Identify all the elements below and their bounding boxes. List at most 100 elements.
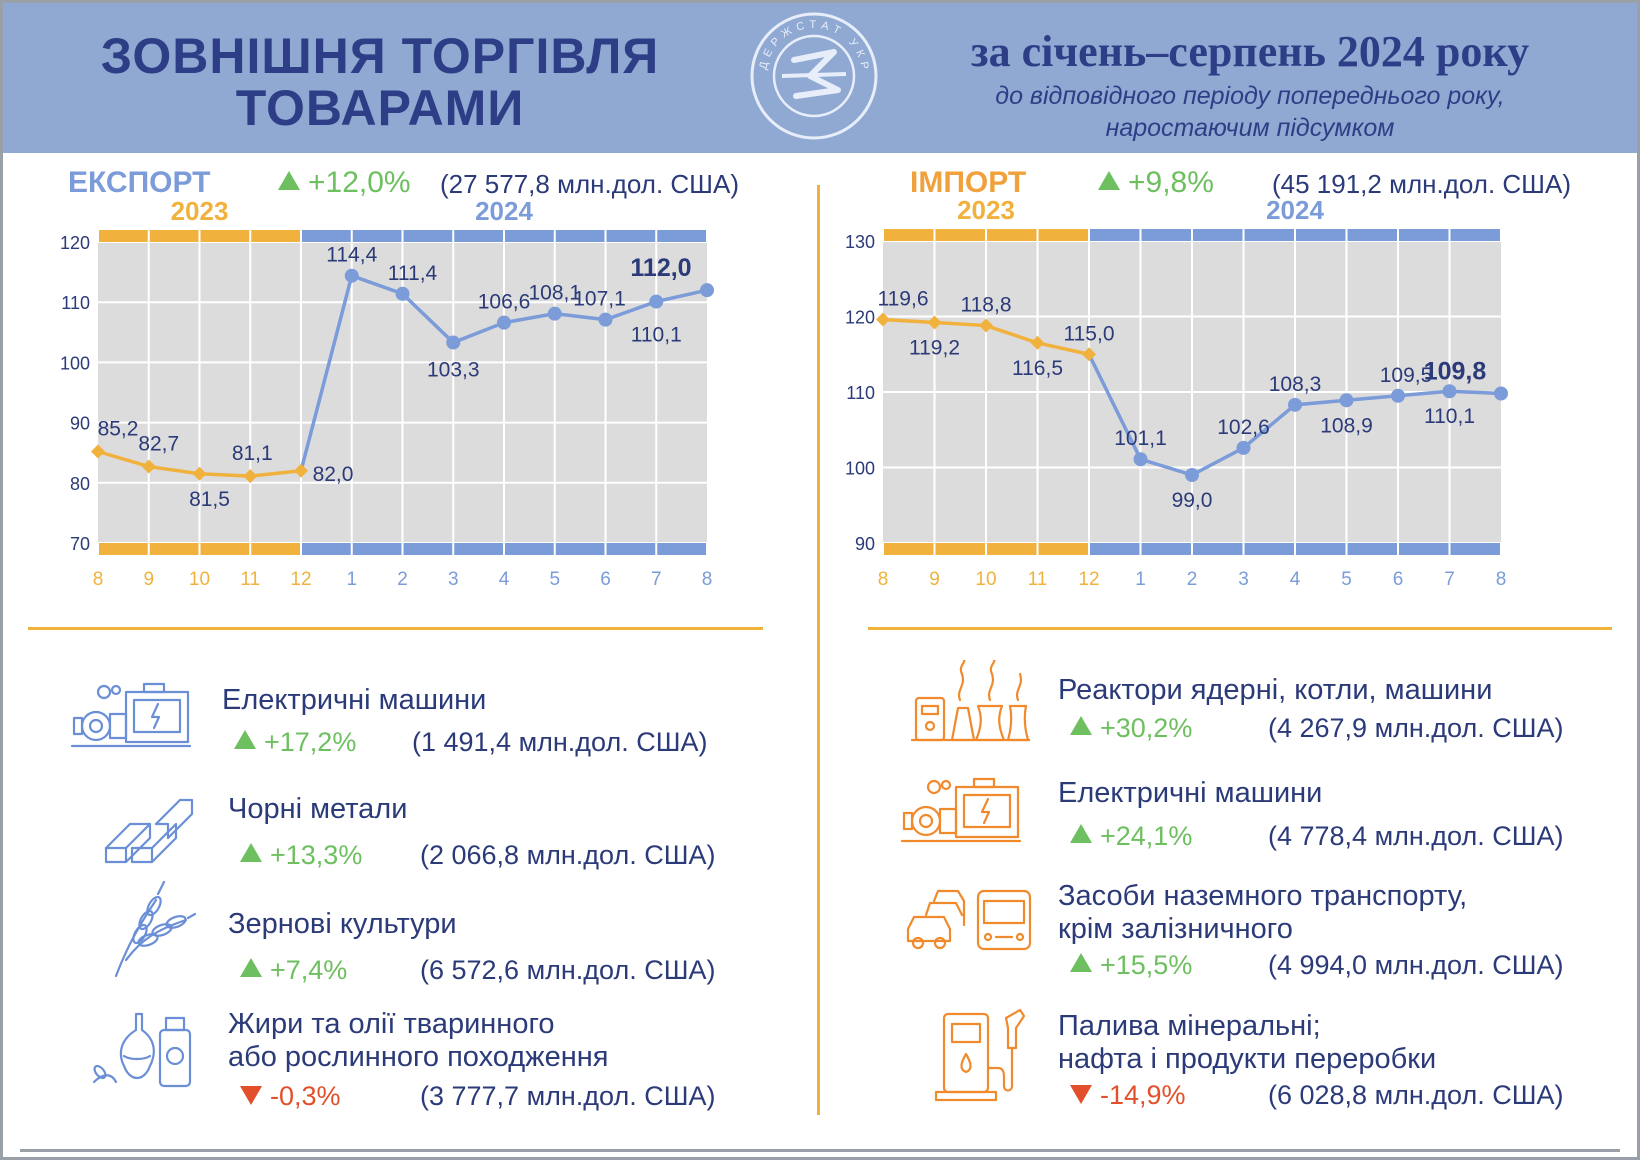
data-label: 107,1	[573, 288, 626, 311]
item-change: +24,1%	[1070, 821, 1192, 852]
item-change: -14,9%	[1070, 1080, 1186, 1111]
export-divider	[28, 627, 763, 630]
triangle-up-icon	[240, 843, 262, 862]
item-name: Чорні метали	[228, 793, 407, 826]
electric-machine-icon	[70, 680, 194, 755]
x-tick-label: 8	[702, 569, 713, 590]
import-change-value: +9,8%	[1128, 166, 1214, 199]
month-band-top	[1141, 229, 1191, 241]
data-point	[294, 463, 308, 478]
year-label-2023: 2023	[171, 196, 229, 226]
import-change: +9,8%	[1098, 166, 1214, 200]
month-band-top	[1347, 229, 1397, 241]
month-band-bottom	[935, 543, 985, 555]
data-point	[1494, 386, 1508, 401]
data-label: 108,1	[528, 282, 581, 305]
year-label-2024: 2024	[1266, 195, 1324, 225]
x-tick-label: 8	[1496, 569, 1507, 590]
year-label-2023: 2023	[957, 195, 1015, 225]
item-name-line-2: крім залізничного	[1058, 913, 1293, 945]
cars-bus-icon	[904, 885, 1034, 960]
data-point	[141, 459, 156, 474]
x-tick-label: 9	[143, 569, 154, 590]
x-tick-label: 6	[1393, 569, 1404, 590]
item-name-line-1: Зернові культури	[228, 908, 457, 940]
data-point	[395, 286, 410, 301]
data-label: 99,0	[1172, 489, 1213, 512]
item-change: -0,3%	[240, 1081, 341, 1112]
month-band-bottom	[1347, 543, 1397, 555]
data-point	[1030, 335, 1045, 350]
month-band-bottom	[1193, 543, 1243, 555]
data-point	[1185, 468, 1199, 483]
year-label-2024: 2024	[475, 196, 533, 226]
item-name-line-2: нафта і продукти переробки	[1058, 1043, 1437, 1075]
electric-machine-icon	[900, 775, 1024, 850]
month-band-bottom	[884, 543, 934, 555]
x-tick-label: 6	[600, 569, 611, 590]
data-label: 109,5	[1380, 364, 1433, 387]
x-tick-label: 2	[397, 569, 408, 590]
data-label: 115,0	[1064, 322, 1115, 345]
item-value: (4 778,4 млн.дол. США)	[1268, 821, 1564, 851]
month-band-bottom	[302, 543, 351, 555]
item-value: (6 572,6 млн.дол. США)	[420, 955, 716, 985]
y-tick-label: 120	[845, 308, 875, 328]
y-tick-label: 130	[845, 232, 875, 252]
month-band-bottom	[505, 543, 554, 555]
title-line-2: ТОВАРАМИ	[235, 80, 525, 136]
month-band-top	[403, 230, 453, 242]
data-point	[1391, 388, 1405, 403]
month-band-bottom	[1399, 543, 1449, 555]
data-label: 102,6	[1217, 416, 1270, 439]
month-band-bottom	[1296, 543, 1346, 555]
month-band-bottom	[1038, 543, 1088, 555]
data-label: 116,5	[1012, 357, 1063, 380]
month-band-top	[1193, 229, 1243, 241]
month-band-bottom	[1450, 543, 1500, 555]
data-point	[243, 469, 258, 484]
month-band-top	[1038, 229, 1088, 241]
month-band-top	[1296, 229, 1346, 241]
period-subtitle: до відповідного періоду попереднього рок…	[900, 80, 1600, 144]
x-tick-label: 11	[240, 569, 260, 590]
month-band-bottom	[454, 543, 503, 555]
month-band-top	[884, 229, 934, 241]
x-tick-label: 1	[1135, 569, 1146, 590]
item-name-line-1: Жири та олії тваринного	[228, 1008, 555, 1040]
item-value: (1 491,4 млн.дол. США)	[412, 727, 708, 757]
item-name-line-2: або рослинного походження	[228, 1041, 609, 1073]
data-label: 81,1	[232, 442, 273, 465]
data-point	[1133, 452, 1148, 467]
month-band-bottom	[251, 543, 300, 555]
y-tick-label: 120	[60, 233, 90, 253]
data-label: 118,8	[961, 294, 1012, 317]
y-tick-label: 100	[845, 459, 875, 479]
data-label: 109,8	[1424, 358, 1487, 386]
month-band-top	[935, 229, 985, 241]
reactor-plant-icon	[910, 658, 1032, 749]
data-label: 110,1	[631, 324, 682, 347]
y-tick-label: 80	[70, 474, 90, 494]
data-label: 111,4	[388, 262, 438, 285]
item-change-value: +17,2%	[264, 727, 357, 757]
x-tick-label: 4	[1290, 569, 1301, 590]
item-name: Засоби наземного транспорту, крім залізни…	[1058, 880, 1467, 946]
y-tick-label: 100	[60, 353, 90, 373]
data-point	[1442, 384, 1457, 399]
x-tick-label: 11	[1028, 569, 1048, 590]
y-tick-label: 90	[70, 414, 90, 434]
item-change-value: -0,3%	[270, 1081, 341, 1111]
month-band-top	[657, 230, 706, 242]
x-tick-label: 4	[499, 569, 510, 590]
item-name: Електричні машини	[1058, 777, 1322, 810]
item-value: (4 994,0 млн.дол. США)	[1268, 950, 1564, 980]
data-label: 108,9	[1320, 414, 1373, 437]
item-change-value: +30,2%	[1100, 713, 1193, 743]
month-band-top	[1090, 229, 1140, 241]
x-tick-label: 2	[1187, 569, 1198, 590]
x-tick-label: 5	[549, 569, 560, 590]
data-label: 101,1	[1114, 427, 1167, 450]
data-point	[1082, 347, 1096, 362]
month-band-top	[1450, 229, 1500, 241]
